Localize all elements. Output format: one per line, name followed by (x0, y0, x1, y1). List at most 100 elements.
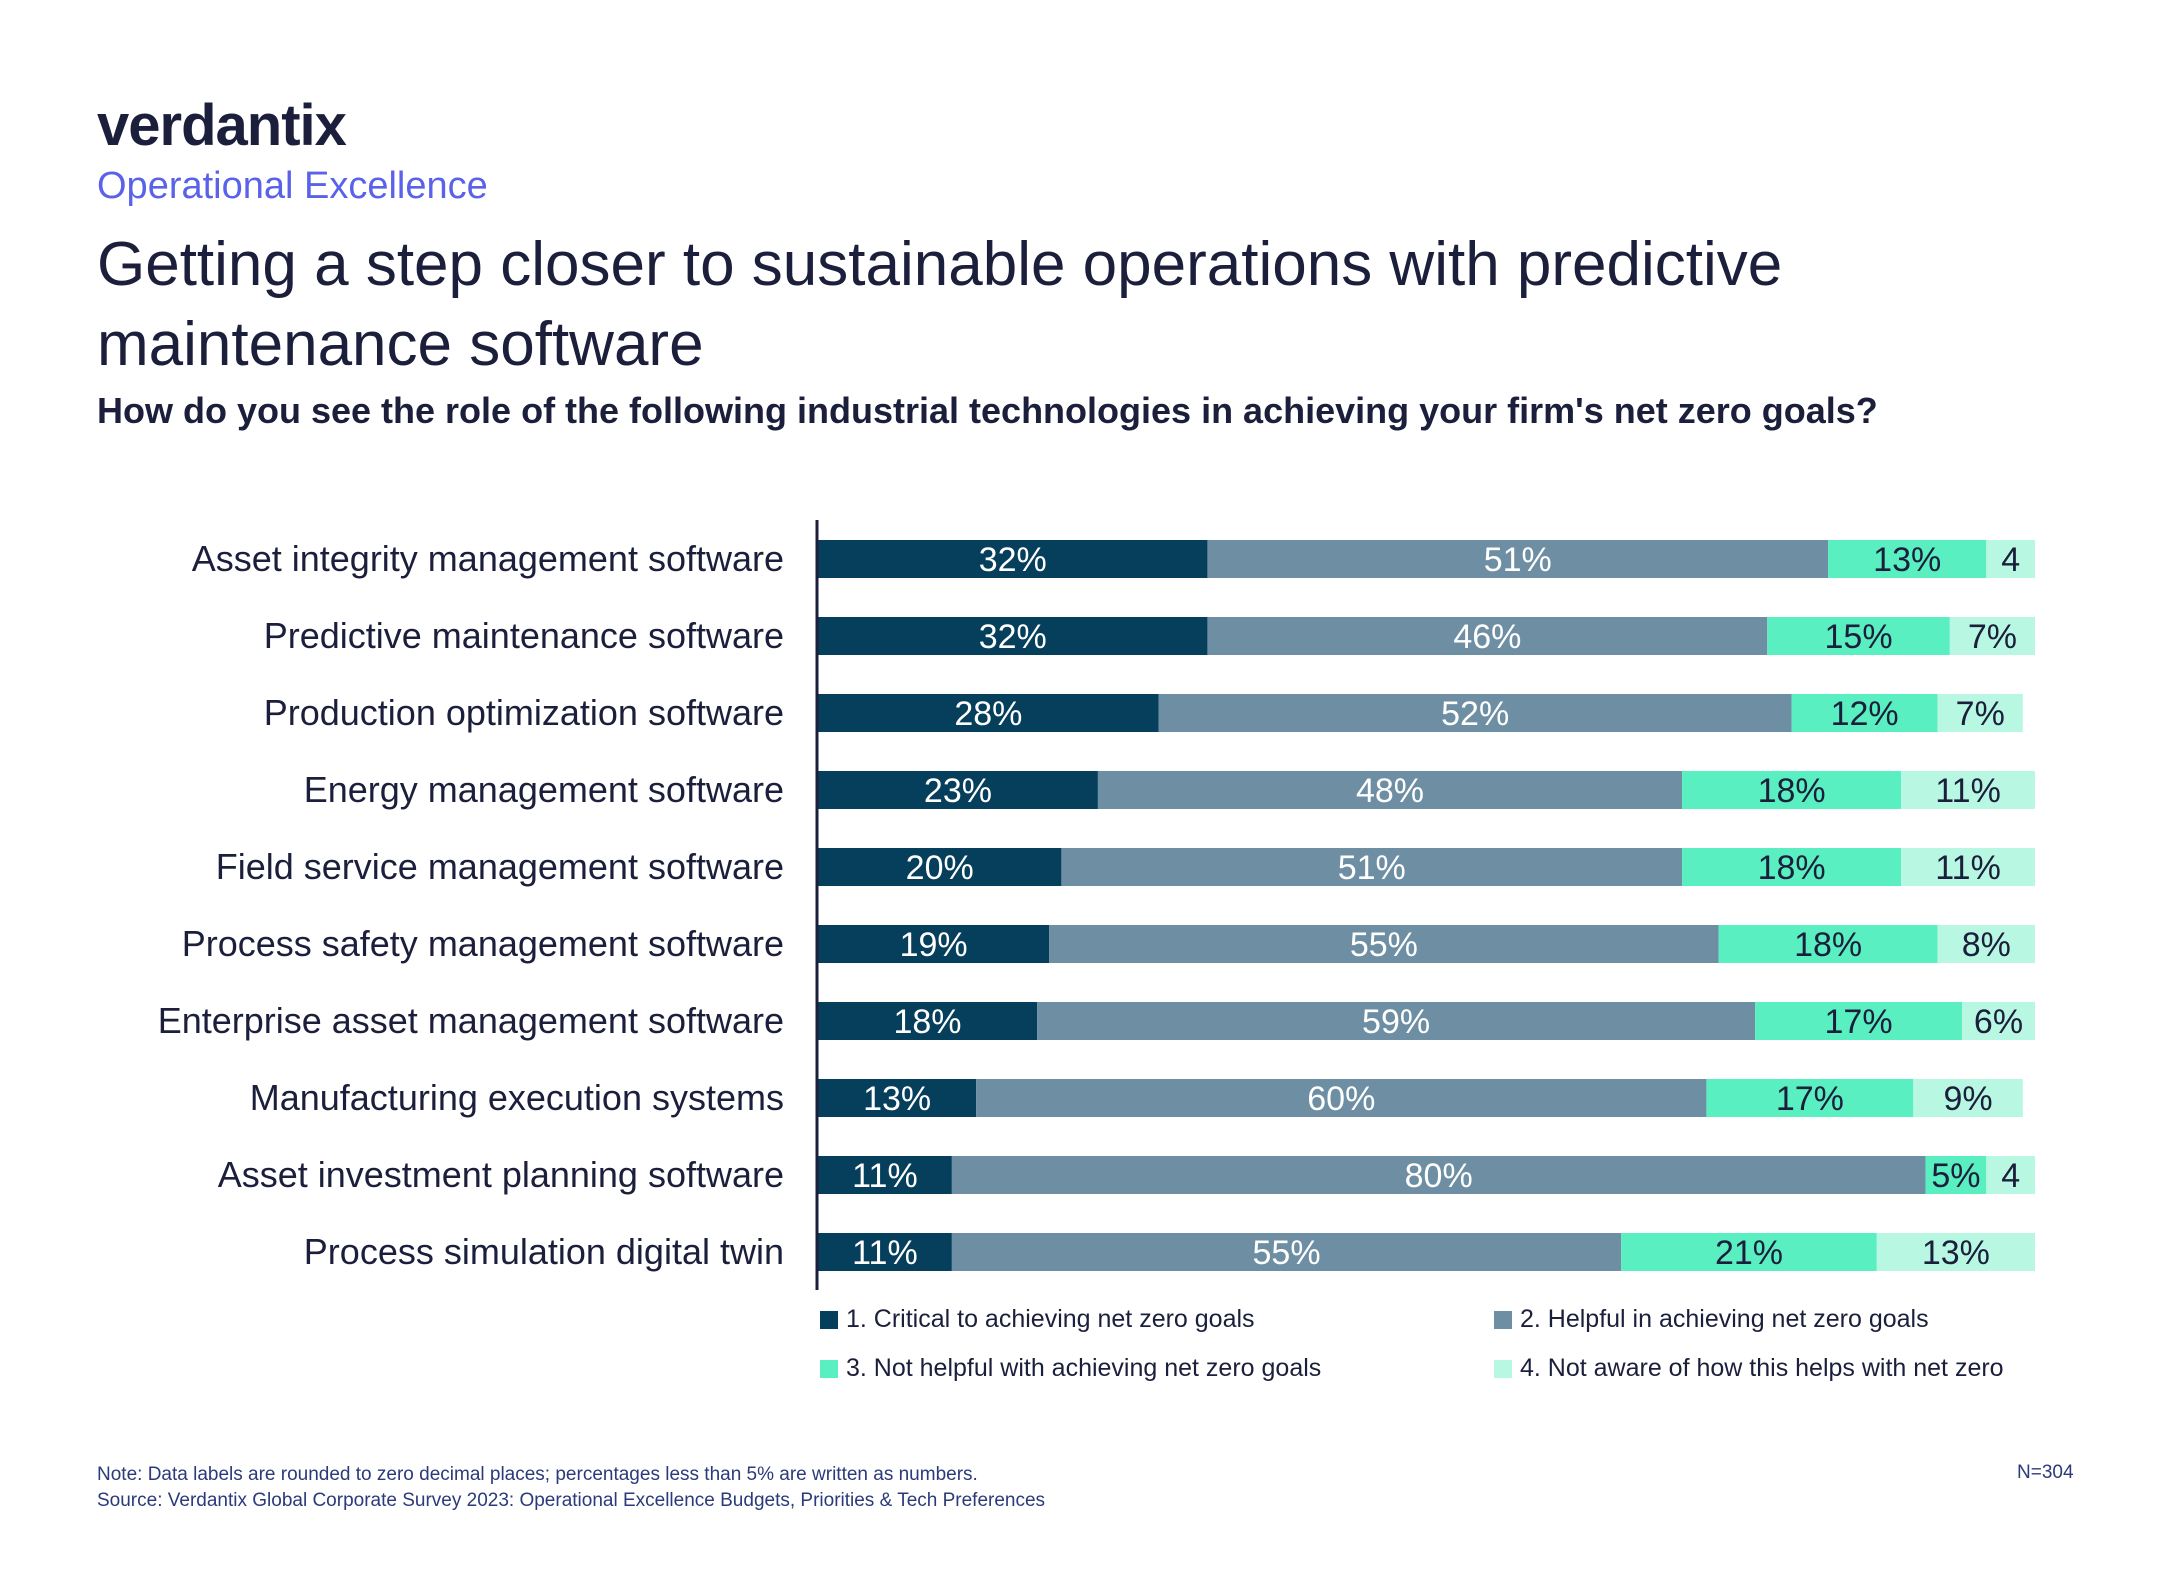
data-label: 28% (954, 695, 1022, 733)
footnote: Note: Data labels are rounded to zero de… (97, 1462, 1045, 1514)
category-label: Manufacturing execution systems (250, 1077, 784, 1118)
legend-item: 4. Not aware of how this helps with net … (1494, 1354, 2004, 1383)
data-label: 59% (1362, 1003, 1430, 1041)
data-label: 7% (1956, 695, 2005, 733)
bar-segment (818, 540, 1208, 578)
bar-segment (1682, 848, 1902, 886)
bar-segment (1876, 1233, 2035, 1271)
category-label: Energy management software (304, 769, 784, 810)
data-label: 13% (1922, 1234, 1990, 1272)
data-label: 55% (1350, 926, 1418, 964)
data-label: 8% (1962, 926, 2011, 964)
data-label: 18% (1758, 849, 1826, 887)
data-label: 18% (893, 1003, 961, 1041)
survey-question: How do you see the role of the following… (97, 390, 1878, 431)
legend-swatch (820, 1310, 838, 1329)
bar-segment (1682, 771, 1902, 809)
data-label: 9% (1943, 1080, 1992, 1118)
bar-segment (951, 1233, 1622, 1271)
category-label: Asset integrity management software (192, 538, 784, 579)
legend-swatch (820, 1359, 838, 1378)
bar-segment (1718, 925, 1938, 963)
data-label: 46% (1453, 618, 1521, 656)
bar-segment (1037, 1002, 1756, 1040)
bar-segment (818, 771, 1098, 809)
source-text: Source: Verdantix Global Corporate Surve… (97, 1490, 1046, 1511)
data-label: 5% (1931, 1157, 1980, 1195)
note-text: Note: Data labels are rounded to zero de… (97, 1464, 978, 1485)
data-label: 6% (1974, 1003, 2023, 1041)
data-label: 51% (1338, 849, 1406, 887)
legend-label: 3. Not helpful with achieving net zero g… (846, 1354, 1322, 1382)
bar-segment (951, 1156, 1926, 1194)
verdantix-logo: verdantix (97, 93, 347, 158)
category-label: Asset investment planning software (218, 1154, 784, 1195)
bar-segment (1913, 1079, 2023, 1117)
legend-label: 2. Helpful in achieving net zero goals (1520, 1305, 1929, 1333)
bar-segment (1755, 1002, 1962, 1040)
bar-segment (1049, 925, 1719, 963)
bar-segment (976, 1079, 1707, 1117)
bar-segment (818, 1156, 952, 1194)
category-label: Enterprise asset management software (158, 1000, 784, 1041)
bar-segment (1901, 771, 2035, 809)
data-label: 11% (1935, 772, 2001, 810)
data-label: 13% (1873, 541, 1941, 579)
data-label: 48% (1356, 772, 1424, 810)
bar-segment (818, 925, 1050, 963)
data-label: 4 (2001, 1157, 2020, 1195)
page-title: Getting a step closer to sustainable ope… (97, 230, 1783, 379)
legend-item: 2. Helpful in achieving net zero goals (1494, 1305, 1929, 1334)
bar-segment (1937, 694, 2023, 732)
data-label: 17% (1825, 1003, 1893, 1041)
bar-segment (1158, 694, 1792, 732)
bar-segment (1061, 848, 1683, 886)
data-label: 7% (1968, 618, 2017, 656)
data-label: 19% (900, 926, 968, 964)
category-label: Process simulation digital twin (304, 1231, 784, 1272)
data-label: 23% (924, 772, 992, 810)
bar-segment (1207, 540, 1829, 578)
bar-segment (1937, 925, 2035, 963)
data-label: 18% (1794, 926, 1862, 964)
bar-segment (818, 1002, 1038, 1040)
data-label: 4 (2001, 541, 2020, 579)
bar-segment (1828, 540, 1987, 578)
bar-segment (818, 1079, 977, 1117)
legend-swatch (1494, 1359, 1512, 1378)
bar-segment (818, 617, 1208, 655)
bar-segment (1706, 1079, 1914, 1117)
bar-segment (1767, 617, 1950, 655)
data-label: 13% (863, 1080, 931, 1118)
bar-segment (1986, 1156, 2035, 1194)
bar-segment (1925, 1156, 1987, 1194)
data-label: 32% (979, 541, 1047, 579)
data-label: 52% (1441, 695, 1509, 733)
bar-segment (1097, 771, 1683, 809)
bar-segment (818, 1233, 952, 1271)
bar-segment (818, 694, 1159, 732)
data-label: 21% (1715, 1234, 1783, 1272)
data-label: 55% (1253, 1234, 1321, 1272)
data-label: 11% (852, 1234, 918, 1272)
sample-size: N=304 (2017, 1462, 2074, 1483)
category-label: Process safety management software (182, 923, 784, 964)
data-label: 80% (1405, 1157, 1473, 1195)
bar-segment (1949, 617, 2035, 655)
legend-swatch (1494, 1310, 1512, 1329)
bar-segment (818, 848, 1062, 886)
bar-segment (1901, 848, 2035, 886)
category-label: Field service management software (216, 846, 784, 887)
data-label: 60% (1307, 1080, 1375, 1118)
bar-segment (1986, 540, 2035, 578)
bar-segment (1961, 1002, 2035, 1040)
data-label: 15% (1825, 618, 1893, 656)
legend-item: 3. Not helpful with achieving net zero g… (820, 1354, 1321, 1383)
legend-label: 1. Critical to achieving net zero goals (846, 1305, 1255, 1333)
category-label: Production optimization software (264, 692, 784, 733)
data-label: 32% (979, 618, 1047, 656)
data-label: 11% (1935, 849, 2001, 887)
data-label: 12% (1831, 695, 1899, 733)
page-subtitle: Operational Excellence (97, 165, 488, 207)
